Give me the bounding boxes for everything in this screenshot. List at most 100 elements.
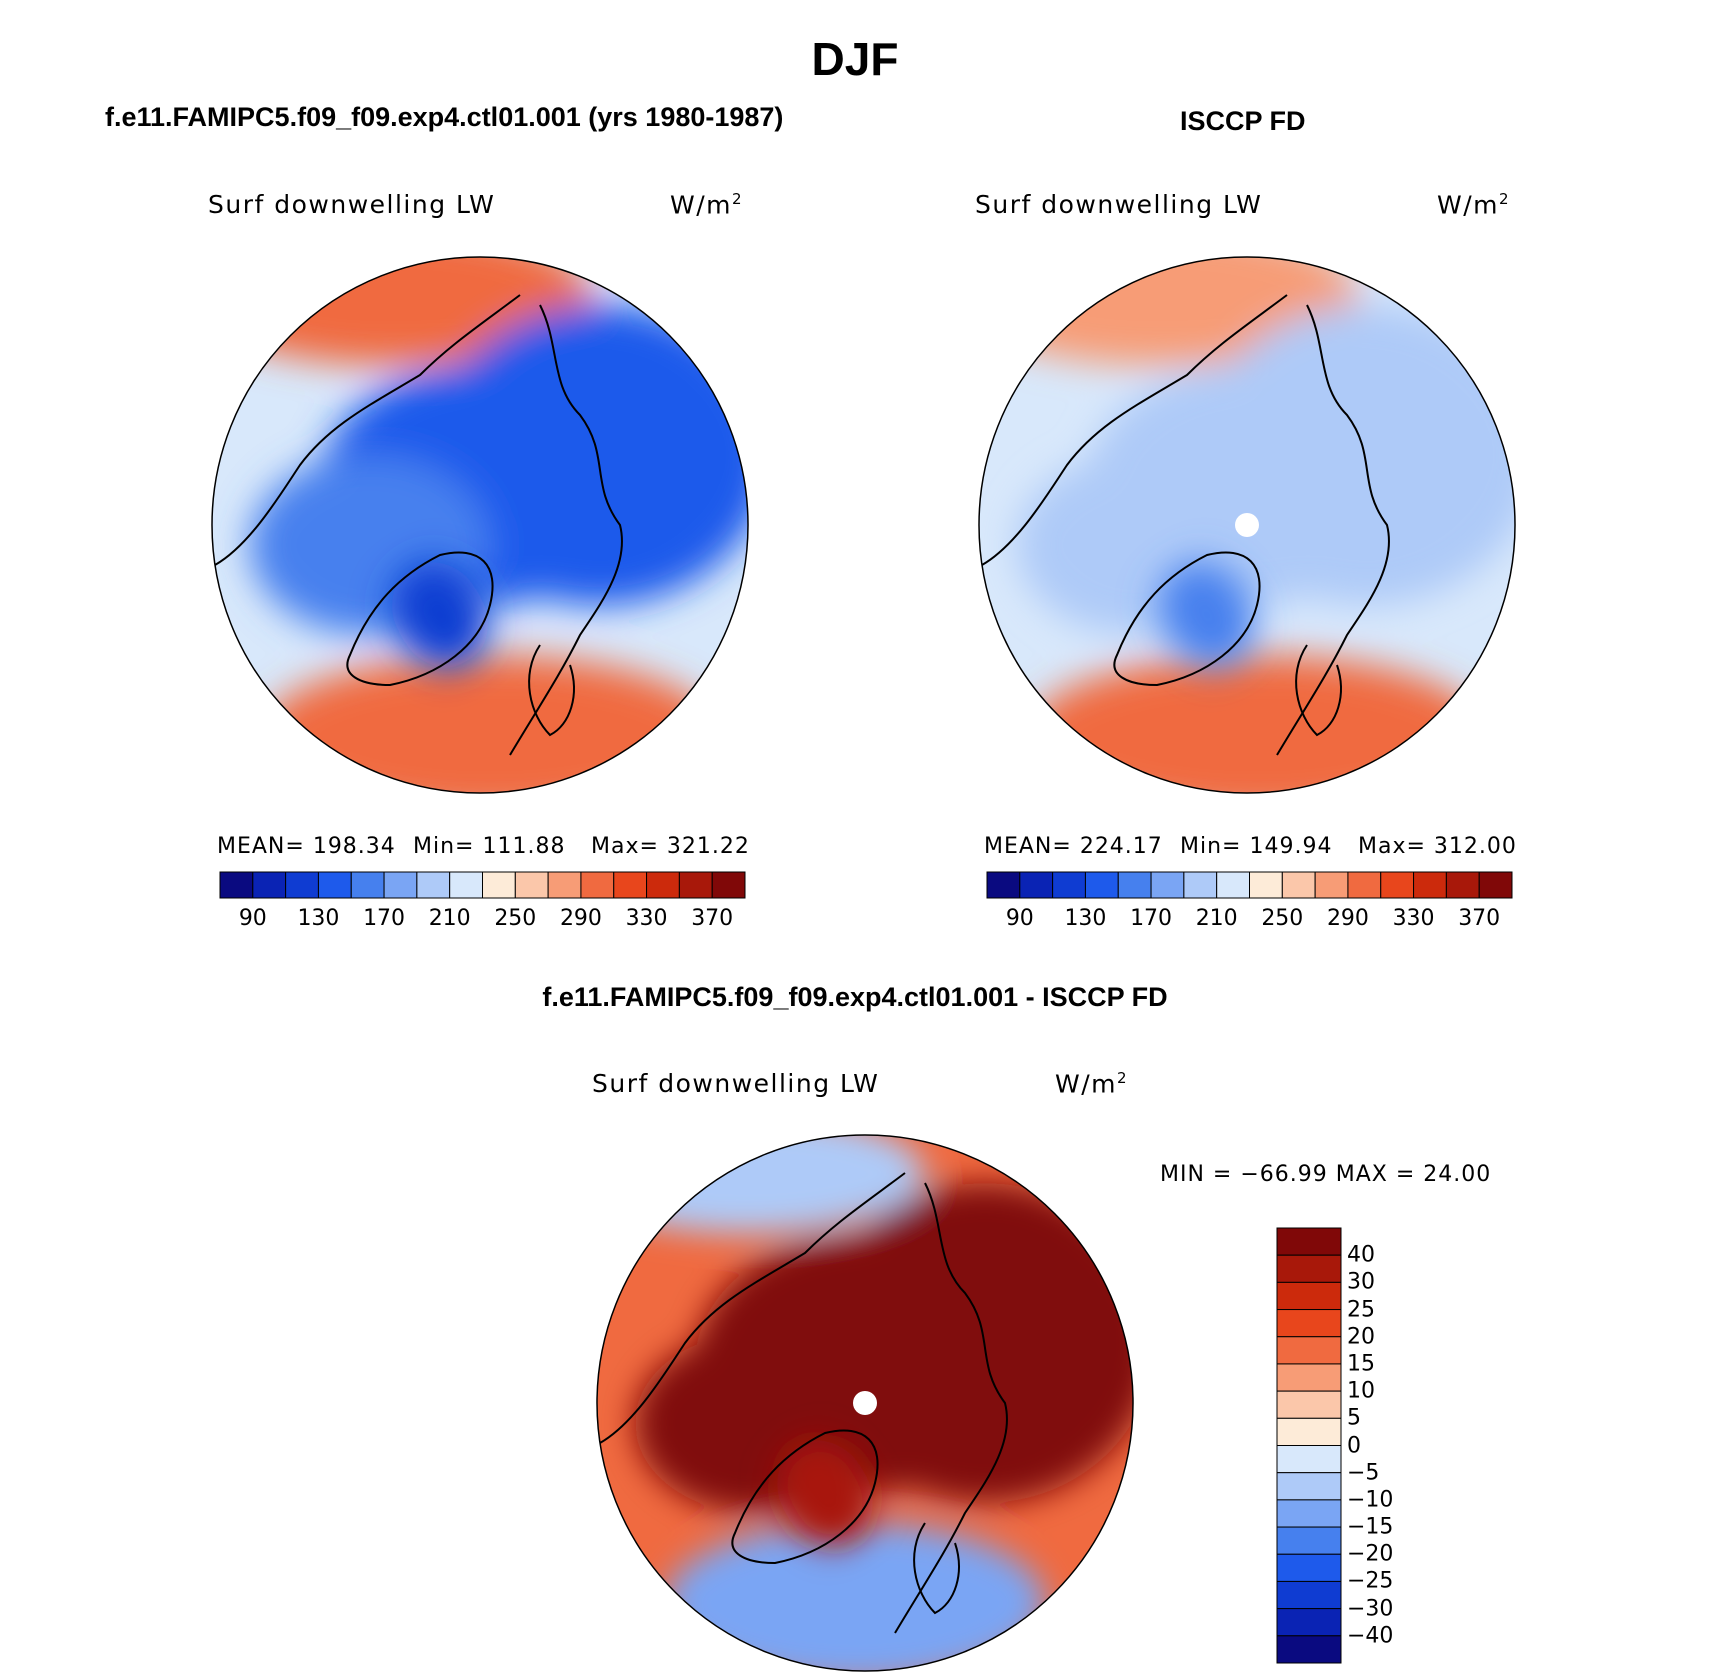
panel-1-variable-label: Surf downwelling LW — [208, 190, 496, 219]
panel-1-colorbar-tick-label: 170 — [363, 906, 406, 931]
panel-2-colorbar-box — [1413, 871, 1447, 899]
panel-2-colorbar-tick-label: 370 — [1458, 906, 1501, 931]
panel-1-europe-atlantic — [260, 655, 720, 793]
panel-3-colorbar-box — [1276, 1390, 1342, 1419]
panel-3-colorbar-tick-label: 20 — [1347, 1324, 1375, 1350]
panel-2-coast-greenland — [1113, 551, 1261, 687]
panel-3-colorbar-tick-label: −40 — [1347, 1623, 1394, 1649]
panel-2-mean: MEAN= 224.17 — [984, 834, 1163, 859]
panel-2-units-label: W/m2 — [1437, 190, 1511, 220]
panel-3-colorbar-ticks: 40 30 25 20 15 10 5 0 −5 −10 −15 −20 −25 −30 −40 — [1347, 1228, 1427, 1663]
panel-3-north-pacific — [597, 1135, 925, 1233]
panel-1-coast-greenland — [346, 551, 494, 687]
panel-3-colorbar-box — [1276, 1580, 1342, 1610]
panel-2-colorbar-box — [1314, 871, 1349, 899]
panel-2-pole-hole — [1235, 513, 1259, 537]
panel-2-colorbar-box — [1445, 871, 1480, 899]
panel-3-colorbar-box — [1276, 1608, 1342, 1637]
panel-2-colorbar-box — [1019, 871, 1054, 899]
panel-1-colorbar-tick-label: 290 — [559, 906, 602, 931]
panel-1-units-label: W/m2 — [670, 190, 744, 220]
panel-2-colorbar-tick-label: 330 — [1392, 906, 1435, 931]
panel-3-colorbar-box — [1276, 1363, 1342, 1392]
panel-1-colorbar-box — [580, 871, 615, 899]
panel-3-colorbar-box — [1276, 1417, 1342, 1446]
panel-3-colorbar-tick-label: 5 — [1347, 1405, 1361, 1431]
panel-3-colorbar-tick-label: −20 — [1347, 1541, 1394, 1567]
panel-3-colorbar-box — [1276, 1526, 1342, 1555]
panel-3-colorbar-tick-label: 0 — [1347, 1433, 1361, 1458]
panel-3-colorbar-tick-label: 15 — [1347, 1351, 1375, 1377]
panel-3-variable-label: Surf downwelling LW — [592, 1069, 880, 1098]
panel-3-colorbar-box — [1276, 1472, 1342, 1501]
panel-2-colorbar-box — [1183, 871, 1218, 899]
panel-1-colorbar-box — [416, 871, 451, 899]
panel-1-colorbar-box — [350, 871, 385, 899]
panel-3-colorbar-box — [1276, 1445, 1342, 1474]
panel-1-colorbar-tick-label: 370 — [691, 906, 734, 931]
panel-3-colorbar-box — [1276, 1254, 1342, 1283]
panel-1-colorbar-box — [678, 871, 713, 899]
panel-2-coast-eurasia — [1276, 304, 1390, 756]
panel-3-colorbar-box — [1276, 1499, 1342, 1528]
panel-2-colorbar-tick-label: 130 — [1064, 906, 1107, 931]
panel-3-colorbar-tick-label: 40 — [1347, 1242, 1375, 1268]
panel-3-coast-greenland — [731, 1429, 879, 1565]
panel-3-colorbar-tick-label: −5 — [1347, 1460, 1380, 1486]
panel-3-colorbar-tick-label: −10 — [1347, 1487, 1394, 1513]
panel-3-greenland-interior — [777, 1440, 873, 1546]
panel-2-colorbar-box — [1150, 871, 1185, 899]
panel-3-colorbar-tick-label: 10 — [1347, 1378, 1375, 1404]
panel-3-colorbar-tick-label: −15 — [1347, 1514, 1394, 1540]
panel-3-coast-north-america — [599, 1172, 906, 1444]
panel-1-colorbar-tick-label: 250 — [494, 906, 537, 931]
panel-1-polar-map — [211, 256, 749, 794]
panel-2-colorbar-box — [1281, 871, 1316, 899]
panel-1-colorbar-box — [711, 871, 746, 899]
panel-2-colorbar-tick-label: 210 — [1195, 906, 1238, 931]
panel-1-greenland-interior — [392, 562, 488, 668]
panel-3-coast-scandinavia — [913, 1522, 960, 1615]
panel-1-colorbar-box — [219, 871, 254, 899]
panel-1-colorbar-box — [547, 871, 582, 899]
panel-1-colorbar-box — [285, 871, 319, 899]
panel-3-colorbar-box — [1276, 1227, 1342, 1256]
panel-1-mean: MEAN= 198.34 — [217, 834, 396, 859]
panel-1-colorbar-tick-label: 90 — [238, 906, 267, 931]
panel-3-polar-map — [596, 1134, 1134, 1672]
panel-2-colorbar-box — [1117, 871, 1152, 899]
panel-2-colorbar-box — [1249, 871, 1283, 899]
panel-1-colorbar-box — [449, 871, 483, 899]
panel-2-colorbar-tick-label: 290 — [1326, 906, 1369, 931]
panel-3-colorbar-box — [1276, 1309, 1342, 1338]
panel-1-colorbar-box — [482, 871, 516, 899]
panel-1-colorbar-tick-label: 210 — [428, 906, 471, 931]
panel-2-colorbar-box — [1347, 871, 1382, 899]
panel-2-colorbar-box — [1380, 871, 1415, 899]
panel-3-coast-eurasia — [894, 1182, 1008, 1634]
panel-3-units-label: W/m2 — [1055, 1069, 1129, 1099]
panel-2-colorbar-box — [1216, 871, 1250, 899]
panel-1-coast-north-america — [214, 294, 521, 566]
panel-1-header: f.e11.FAMIPC5.f09_f09.exp4.ctl01.001 (yr… — [105, 102, 784, 132]
panel-3-colorbar-tick-label: 30 — [1347, 1269, 1375, 1295]
panel-3-pole-hole — [853, 1391, 877, 1415]
panel-2-polar-map — [978, 256, 1516, 794]
panel-1-coast-scandinavia — [528, 644, 575, 737]
panel-3-colorbar-tick-label: 25 — [1347, 1297, 1375, 1323]
panel-2-colorbar-box — [1052, 871, 1086, 899]
panel-1-colorbar — [219, 871, 746, 899]
panel-1-max: Max= 321.22 — [591, 834, 750, 859]
panel-1-colorbar-box — [317, 871, 352, 899]
panel-2-colorbar-tick-label: 170 — [1130, 906, 1173, 931]
panel-3-colorbar-box — [1276, 1553, 1342, 1582]
panel-3-header: f.e11.FAMIPC5.f09_f09.exp4.ctl01.001 - I… — [542, 982, 1168, 1012]
panel-1-colorbar-ticks: 90 130 170 210 250 290 330 370 — [220, 906, 745, 936]
panel-1-colorbar-box — [252, 871, 287, 899]
panel-1-colorbar-box — [646, 871, 680, 899]
panel-2-coast-north-america — [981, 294, 1288, 566]
panel-3-colorbar-box — [1276, 1281, 1342, 1311]
panel-2-colorbar-tick-label: 90 — [1005, 906, 1034, 931]
panel-2-coast-scandinavia — [1295, 644, 1342, 737]
panel-1-colorbar-box — [383, 871, 418, 899]
